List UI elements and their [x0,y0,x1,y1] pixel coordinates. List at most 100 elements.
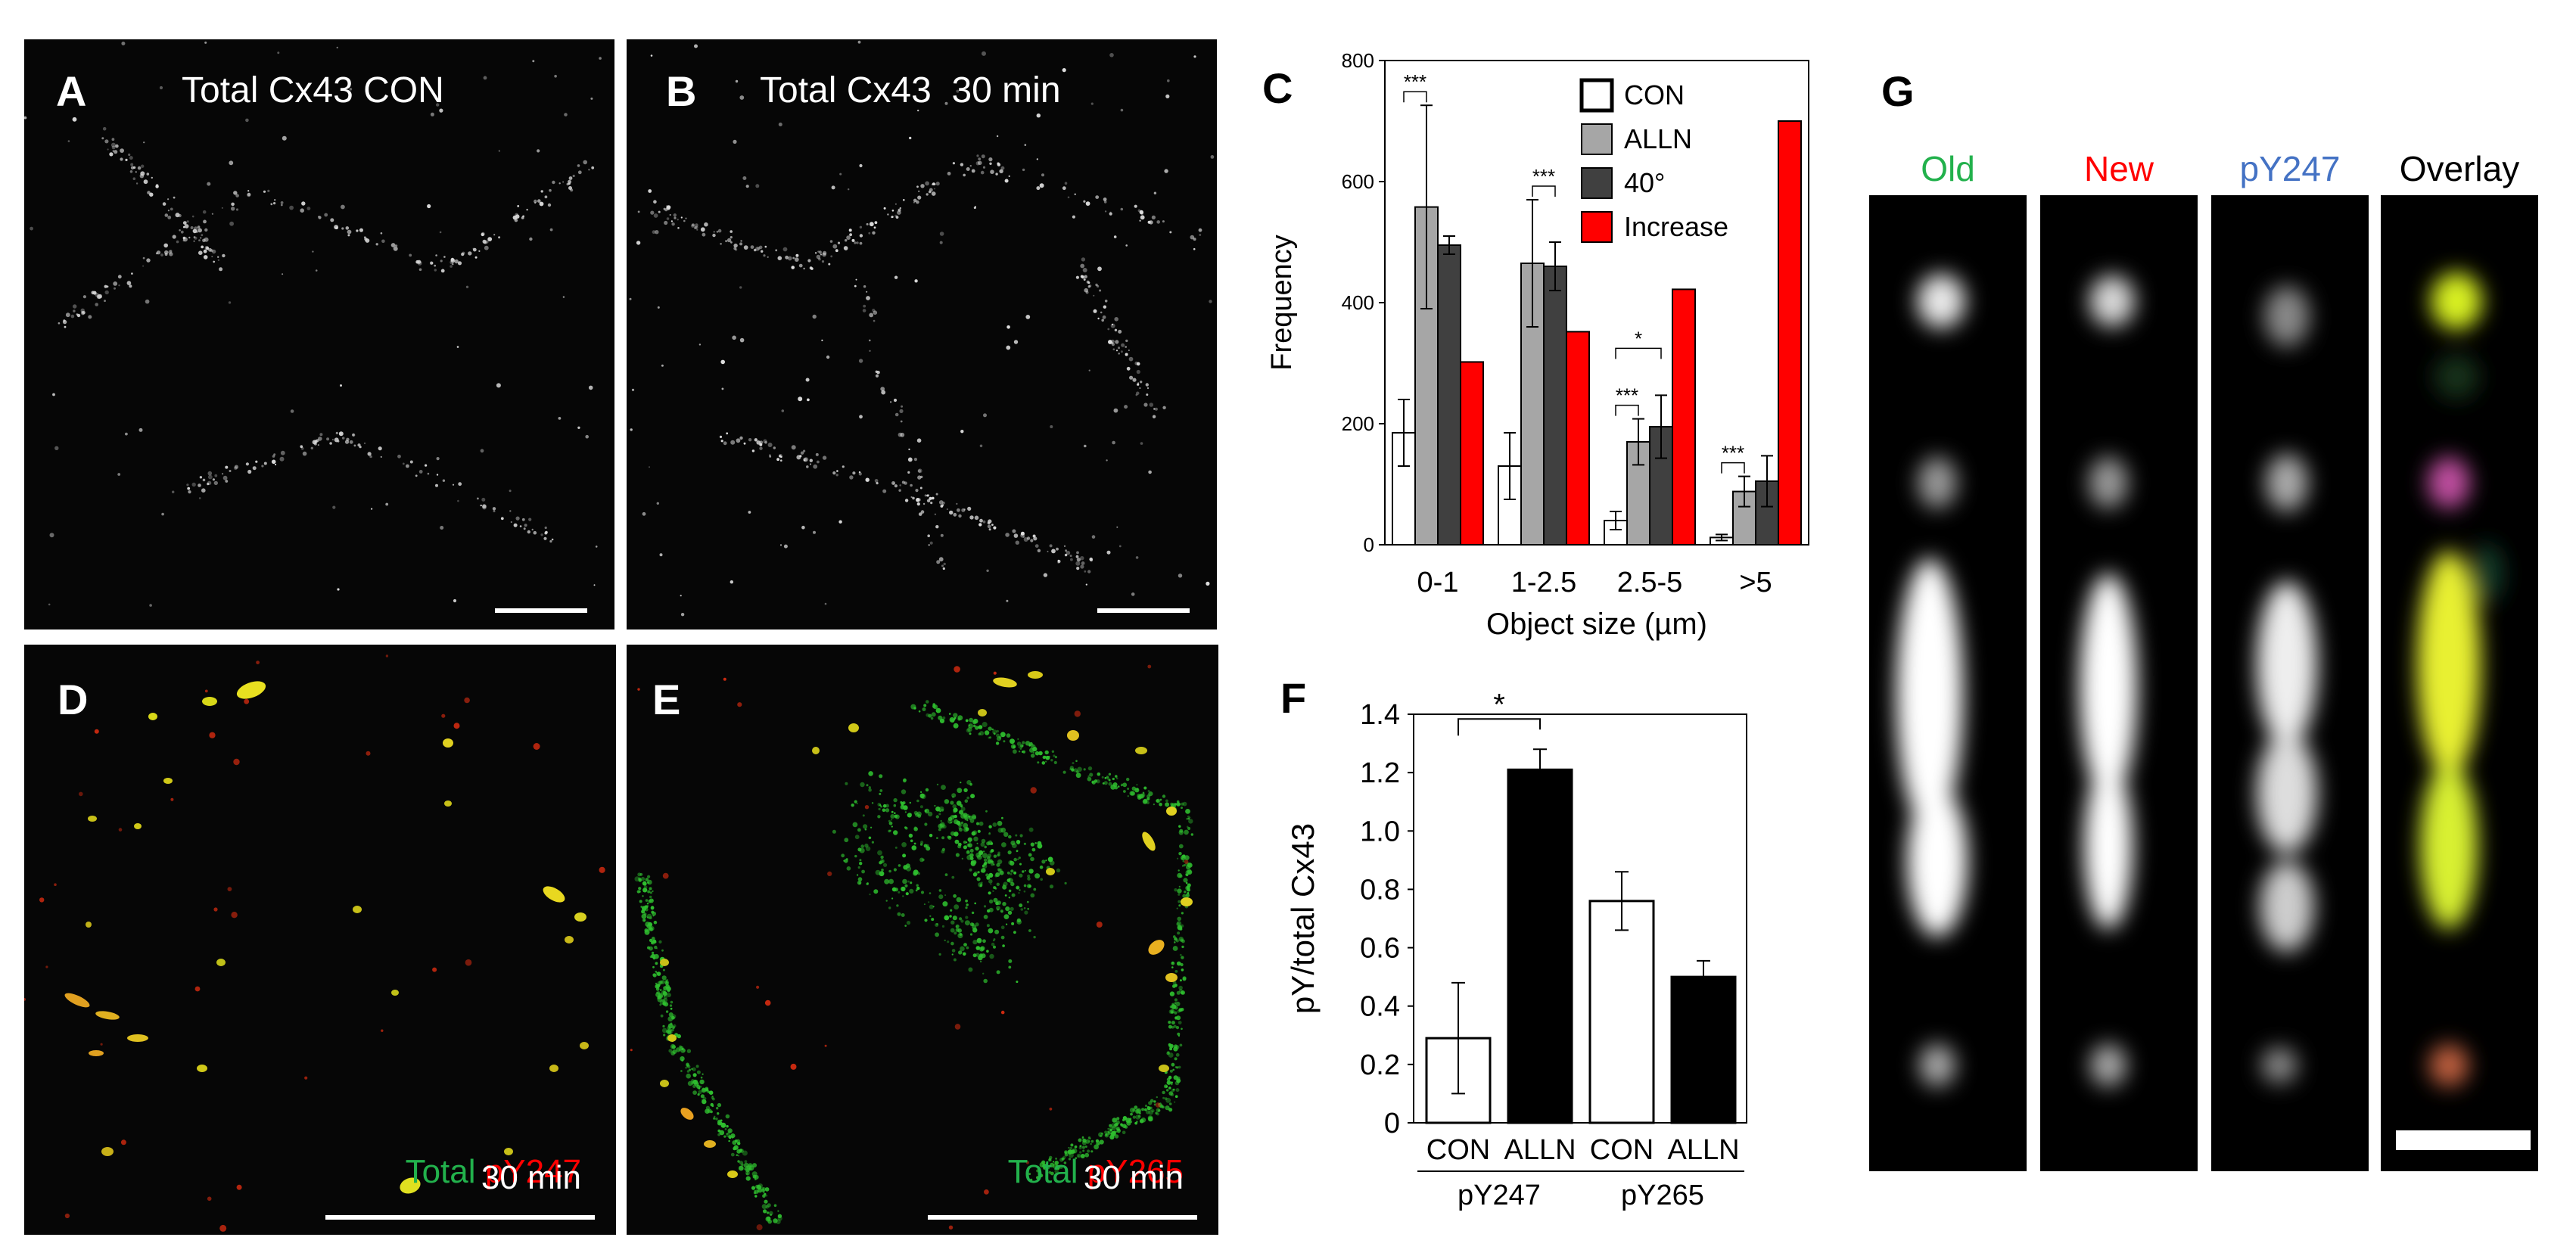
green-puncta [1165,1097,1171,1103]
red-puncta [64,1213,70,1219]
green-puncta [932,704,938,710]
green-puncta [944,894,947,897]
speckle [796,455,801,460]
speckle [176,240,179,244]
panel-letter-a: A [56,67,87,115]
speckle [938,557,944,562]
speckle [1081,275,1085,279]
speckle [1114,317,1118,322]
speckle [809,459,813,462]
green-puncta [1164,1097,1168,1100]
speckle [345,226,350,230]
green-puncta [913,842,916,845]
green-puncta [984,845,987,849]
speckle [167,210,170,212]
speckle [1190,235,1195,240]
green-puncta [953,810,957,813]
green-puncta [1019,873,1023,878]
green-puncta [1166,1052,1170,1055]
speckle [931,191,936,196]
green-puncta [888,878,894,884]
speckle [1084,288,1088,293]
speckle [813,530,816,534]
speckle [217,259,220,261]
speckle [349,440,353,444]
speckle [917,109,919,112]
green-puncta [1037,841,1042,846]
speckle [317,444,319,446]
green-puncta [639,900,642,903]
green-puncta [993,854,997,858]
green-puncta [1016,885,1020,890]
green-puncta [944,873,948,876]
speckle [129,170,133,173]
green-puncta [846,866,851,871]
speckle [480,449,484,453]
speckle [1023,537,1028,542]
speckle [104,139,109,144]
speckle [160,253,163,256]
speckle [301,201,306,206]
green-puncta [723,1135,726,1138]
speckle [798,263,803,268]
green-puncta [1028,744,1031,747]
speckle [859,234,863,238]
green-puncta [1189,816,1191,819]
speckle [588,169,590,171]
speckle [838,520,842,524]
speckle [135,171,137,173]
speckle [312,250,314,253]
speckle [695,225,698,229]
speckle [73,309,76,312]
speckle [1103,201,1107,204]
green-puncta [928,901,930,903]
speckle [330,218,334,222]
speckle [585,434,589,439]
green-puncta [845,782,848,785]
green-puncta [879,792,882,795]
legend-swatch [1579,78,1614,113]
green-puncta [969,848,974,853]
speckle [809,463,812,465]
green-puncta [648,922,652,925]
speckle [211,256,213,258]
green-puncta [642,888,648,893]
speckle [363,442,366,445]
green-puncta [1168,1021,1171,1024]
speckle [694,226,697,229]
green-puncta [890,814,895,819]
green-puncta [969,732,972,735]
green-puncta [1002,944,1005,947]
green-puncta [859,859,862,862]
green-puncta [941,785,946,790]
green-puncta [988,891,991,895]
speckle [1041,173,1044,177]
speckle [482,505,487,510]
speckle [172,490,175,493]
speckle [963,173,966,177]
speckle [234,465,238,469]
green-puncta [1020,908,1024,911]
green-puncta [1190,833,1193,836]
green-puncta [884,878,890,884]
green-puncta [982,722,988,727]
green-puncta [1108,782,1112,786]
green-puncta [956,897,962,903]
speckle [229,160,234,166]
green-puncta [976,822,979,825]
strip-blob [2428,457,2470,508]
speckle [125,158,128,161]
speckle [1139,387,1141,389]
speckle [1076,551,1079,555]
green-puncta [1023,907,1026,909]
green-puncta [1008,959,1013,963]
colocalized-blob [95,1011,120,1020]
speckle [143,179,148,185]
speckle [96,294,101,300]
x-tick-label: ALLN [1667,1134,1739,1166]
green-puncta [982,864,985,868]
speckle [803,267,805,270]
speckle [1111,343,1115,347]
green-puncta [1169,1047,1173,1051]
green-puncta [997,828,1003,833]
